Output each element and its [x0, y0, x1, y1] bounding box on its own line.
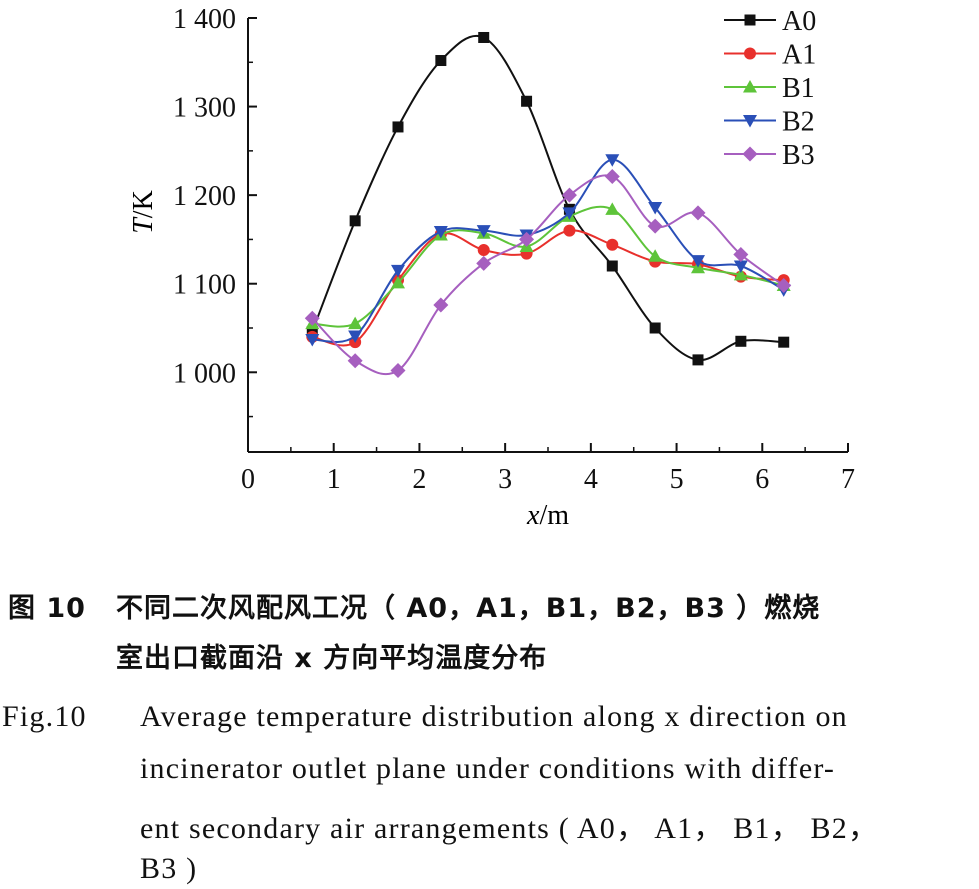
data-point: [691, 255, 705, 268]
legend-label: B1: [782, 73, 815, 104]
caption-en-label: Fig.10: [2, 700, 87, 733]
data-point: [392, 121, 404, 133]
series-line: [311, 174, 785, 376]
data-point: [649, 322, 661, 334]
caption-cn-text1: 不同二次风配风工况（ A0，A1，B1，B2，B3 ）燃烧: [116, 593, 821, 624]
data-point: [744, 47, 756, 60]
temperature-chart: 0 1 2 3 4 5 6 7 1 000 1 100 1 200 1 300 1 400 A0A1B1…: [128, 4, 855, 531]
data-point: [349, 215, 361, 227]
chart-axes: 0 1 2 3 4 5 6 7 1 000 1 100 1 200 1 300 1 400: [173, 4, 855, 495]
data-point: [476, 255, 492, 271]
legend-item-a0: A0: [724, 6, 816, 37]
data-point: [605, 202, 620, 215]
x-axis-label: x/m: [526, 500, 569, 531]
data-point: [743, 115, 757, 128]
caption-cn-text2: 室出口截面沿 x 方向平均温度分布: [116, 643, 548, 674]
series-a1: [306, 224, 790, 349]
data-point: [478, 31, 490, 43]
data-point: [648, 202, 663, 215]
y-tick-label: 1 300: [173, 93, 236, 124]
y-axis-unit: /K: [128, 190, 159, 218]
data-point: [519, 231, 535, 247]
data-point: [647, 218, 663, 234]
caption-cn-line2: 室出口截面沿 x 方向平均温度分布: [116, 636, 547, 675]
data-point: [476, 225, 491, 238]
data-point: [348, 330, 363, 343]
legend-item-b1: B1: [724, 73, 815, 104]
series-line: [312, 158, 785, 343]
legend-label: A0: [782, 6, 816, 37]
y-axis-label: T/K: [128, 190, 159, 234]
chart-series: [304, 31, 792, 379]
series-b2: [305, 154, 791, 347]
data-point: [562, 207, 577, 220]
caption-cn-label: 图 10: [8, 593, 86, 624]
x-tick-label: 5: [670, 464, 684, 495]
data-point: [743, 80, 757, 93]
series-b3: [304, 169, 792, 379]
y-tick-label: 1 000: [173, 358, 236, 389]
data-point: [433, 225, 448, 239]
caption-en-line3: ent secondary air arrangements ( A0， A1，…: [140, 812, 880, 845]
x-axis-unit: /m: [539, 500, 569, 531]
x-tick-label: 1: [327, 464, 341, 495]
data-point: [435, 55, 447, 67]
data-point: [606, 260, 618, 272]
y-tick-label: 1 100: [173, 270, 236, 301]
data-point: [648, 249, 663, 262]
data-point: [604, 169, 620, 185]
x-tick-label: 4: [584, 464, 598, 495]
data-point: [391, 264, 405, 278]
data-point: [605, 154, 620, 167]
legend-item-b2: B2: [724, 107, 815, 138]
x-tick-label: 7: [841, 464, 855, 495]
series-a0: [306, 31, 790, 366]
data-point: [304, 310, 320, 326]
data-point: [390, 363, 406, 379]
data-point: [744, 14, 756, 26]
data-point: [692, 354, 704, 366]
x-axis-var: x: [526, 500, 540, 531]
data-point: [347, 353, 363, 369]
data-point: [778, 336, 790, 348]
series-line: [312, 229, 784, 347]
data-point: [742, 146, 758, 162]
caption-cn-line1: 图 10 不同二次风配风工况（ A0，A1，B1，B2，B3 ）燃烧: [8, 586, 820, 625]
legend-item-b3: B3: [724, 140, 815, 171]
data-point: [563, 224, 576, 237]
data-point: [348, 316, 363, 330]
caption-en-line2: incinerator outlet plane under condition…: [140, 752, 836, 785]
data-point: [606, 238, 619, 251]
data-point: [521, 95, 533, 107]
legend-label: B2: [782, 107, 815, 138]
data-point: [391, 275, 405, 289]
series-line: [311, 34, 784, 361]
legend-label: A1: [782, 40, 816, 71]
data-point: [733, 246, 749, 262]
y-tick-label: 1 400: [173, 4, 236, 35]
legend-item-a1: A1: [724, 40, 816, 71]
x-tick-label: 3: [498, 464, 512, 495]
data-point: [735, 335, 747, 347]
x-tick-label: 6: [755, 464, 769, 495]
x-tick-label: 0: [241, 464, 255, 495]
x-tick-label: 2: [412, 464, 426, 495]
data-point: [561, 187, 577, 203]
caption-en-line4: B3 ): [140, 852, 198, 885]
data-point: [776, 277, 792, 293]
data-point: [477, 244, 490, 257]
data-point: [433, 297, 449, 313]
y-axis-var: T: [128, 216, 159, 234]
caption-en-line1: Average temperature distribution along x…: [140, 700, 848, 733]
data-point: [733, 267, 748, 281]
data-point: [305, 334, 320, 347]
y-tick-label: 1 200: [173, 181, 236, 212]
legend-label: B3: [782, 140, 815, 171]
data-point: [690, 205, 706, 221]
data-point: [733, 260, 748, 273]
